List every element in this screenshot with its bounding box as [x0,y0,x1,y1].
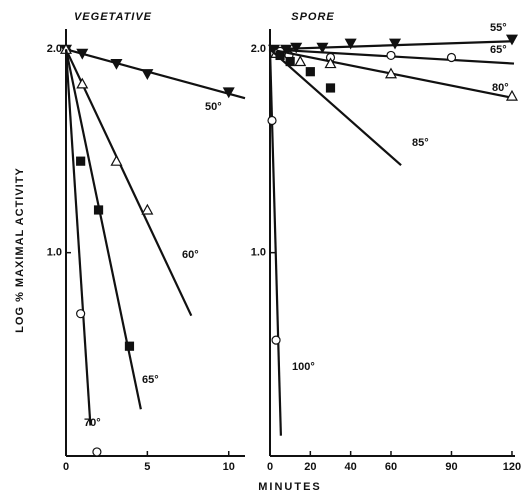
x-axis-label: MINUTES [258,481,322,493]
fit-line [64,49,92,426]
marker [386,50,396,61]
panel-title: SPORE [291,11,335,23]
marker [110,58,123,70]
marker [222,87,235,99]
x-tick-label: 40 [345,461,357,473]
series-label: 100° [292,361,315,373]
y-axis-label: LOG % MAXIMAL ACTIVITY [14,167,26,333]
marker [389,38,402,50]
y-tick-label: 2.0 [47,43,62,55]
marker [325,83,336,93]
marker [285,56,295,67]
marker [316,42,329,54]
x-tick-label: 120 [503,461,521,473]
marker [124,341,135,351]
marker [344,38,357,50]
series-label: 65° [142,374,159,386]
y-tick-label: 2.0 [251,43,266,55]
marker [290,42,303,54]
marker [505,34,518,46]
x-tick-label: 60 [385,461,397,473]
marker [93,205,104,215]
series-label: 80° [492,82,509,94]
series-label: 65° [490,44,507,56]
marker [324,57,337,69]
x-tick-label: 10 [223,461,235,473]
marker [446,52,457,63]
x-tick-label: 90 [445,461,457,473]
x-tick-label: 5 [144,461,150,473]
x-tick-label: 20 [304,461,316,473]
marker [76,77,89,89]
marker [141,69,154,80]
marker [294,55,307,67]
x-tick-label: 0 [267,461,273,473]
marker [76,48,89,60]
series-label: 85° [412,137,429,149]
fit-line [269,48,402,167]
series-label: 70° [84,417,101,429]
marker [505,89,518,101]
marker [110,154,123,166]
marker [271,335,281,345]
marker [92,447,102,457]
y-tick-label: 1.0 [251,247,266,259]
marker [141,203,154,215]
marker [267,115,277,126]
fit-line [65,48,193,317]
series-label: 55° [490,22,507,34]
x-tick-label: 0 [63,461,69,473]
marker [76,156,86,166]
marker [76,309,86,319]
fit-line [268,49,282,436]
marker [384,67,398,79]
panel-title: VEGETATIVE [74,11,152,23]
series-label: 50° [205,101,222,113]
fit-line [65,48,246,100]
y-tick-label: 1.0 [47,247,62,259]
fit-line [269,40,515,51]
marker [275,50,285,61]
marker [305,67,315,77]
series-label: 60° [182,249,199,261]
